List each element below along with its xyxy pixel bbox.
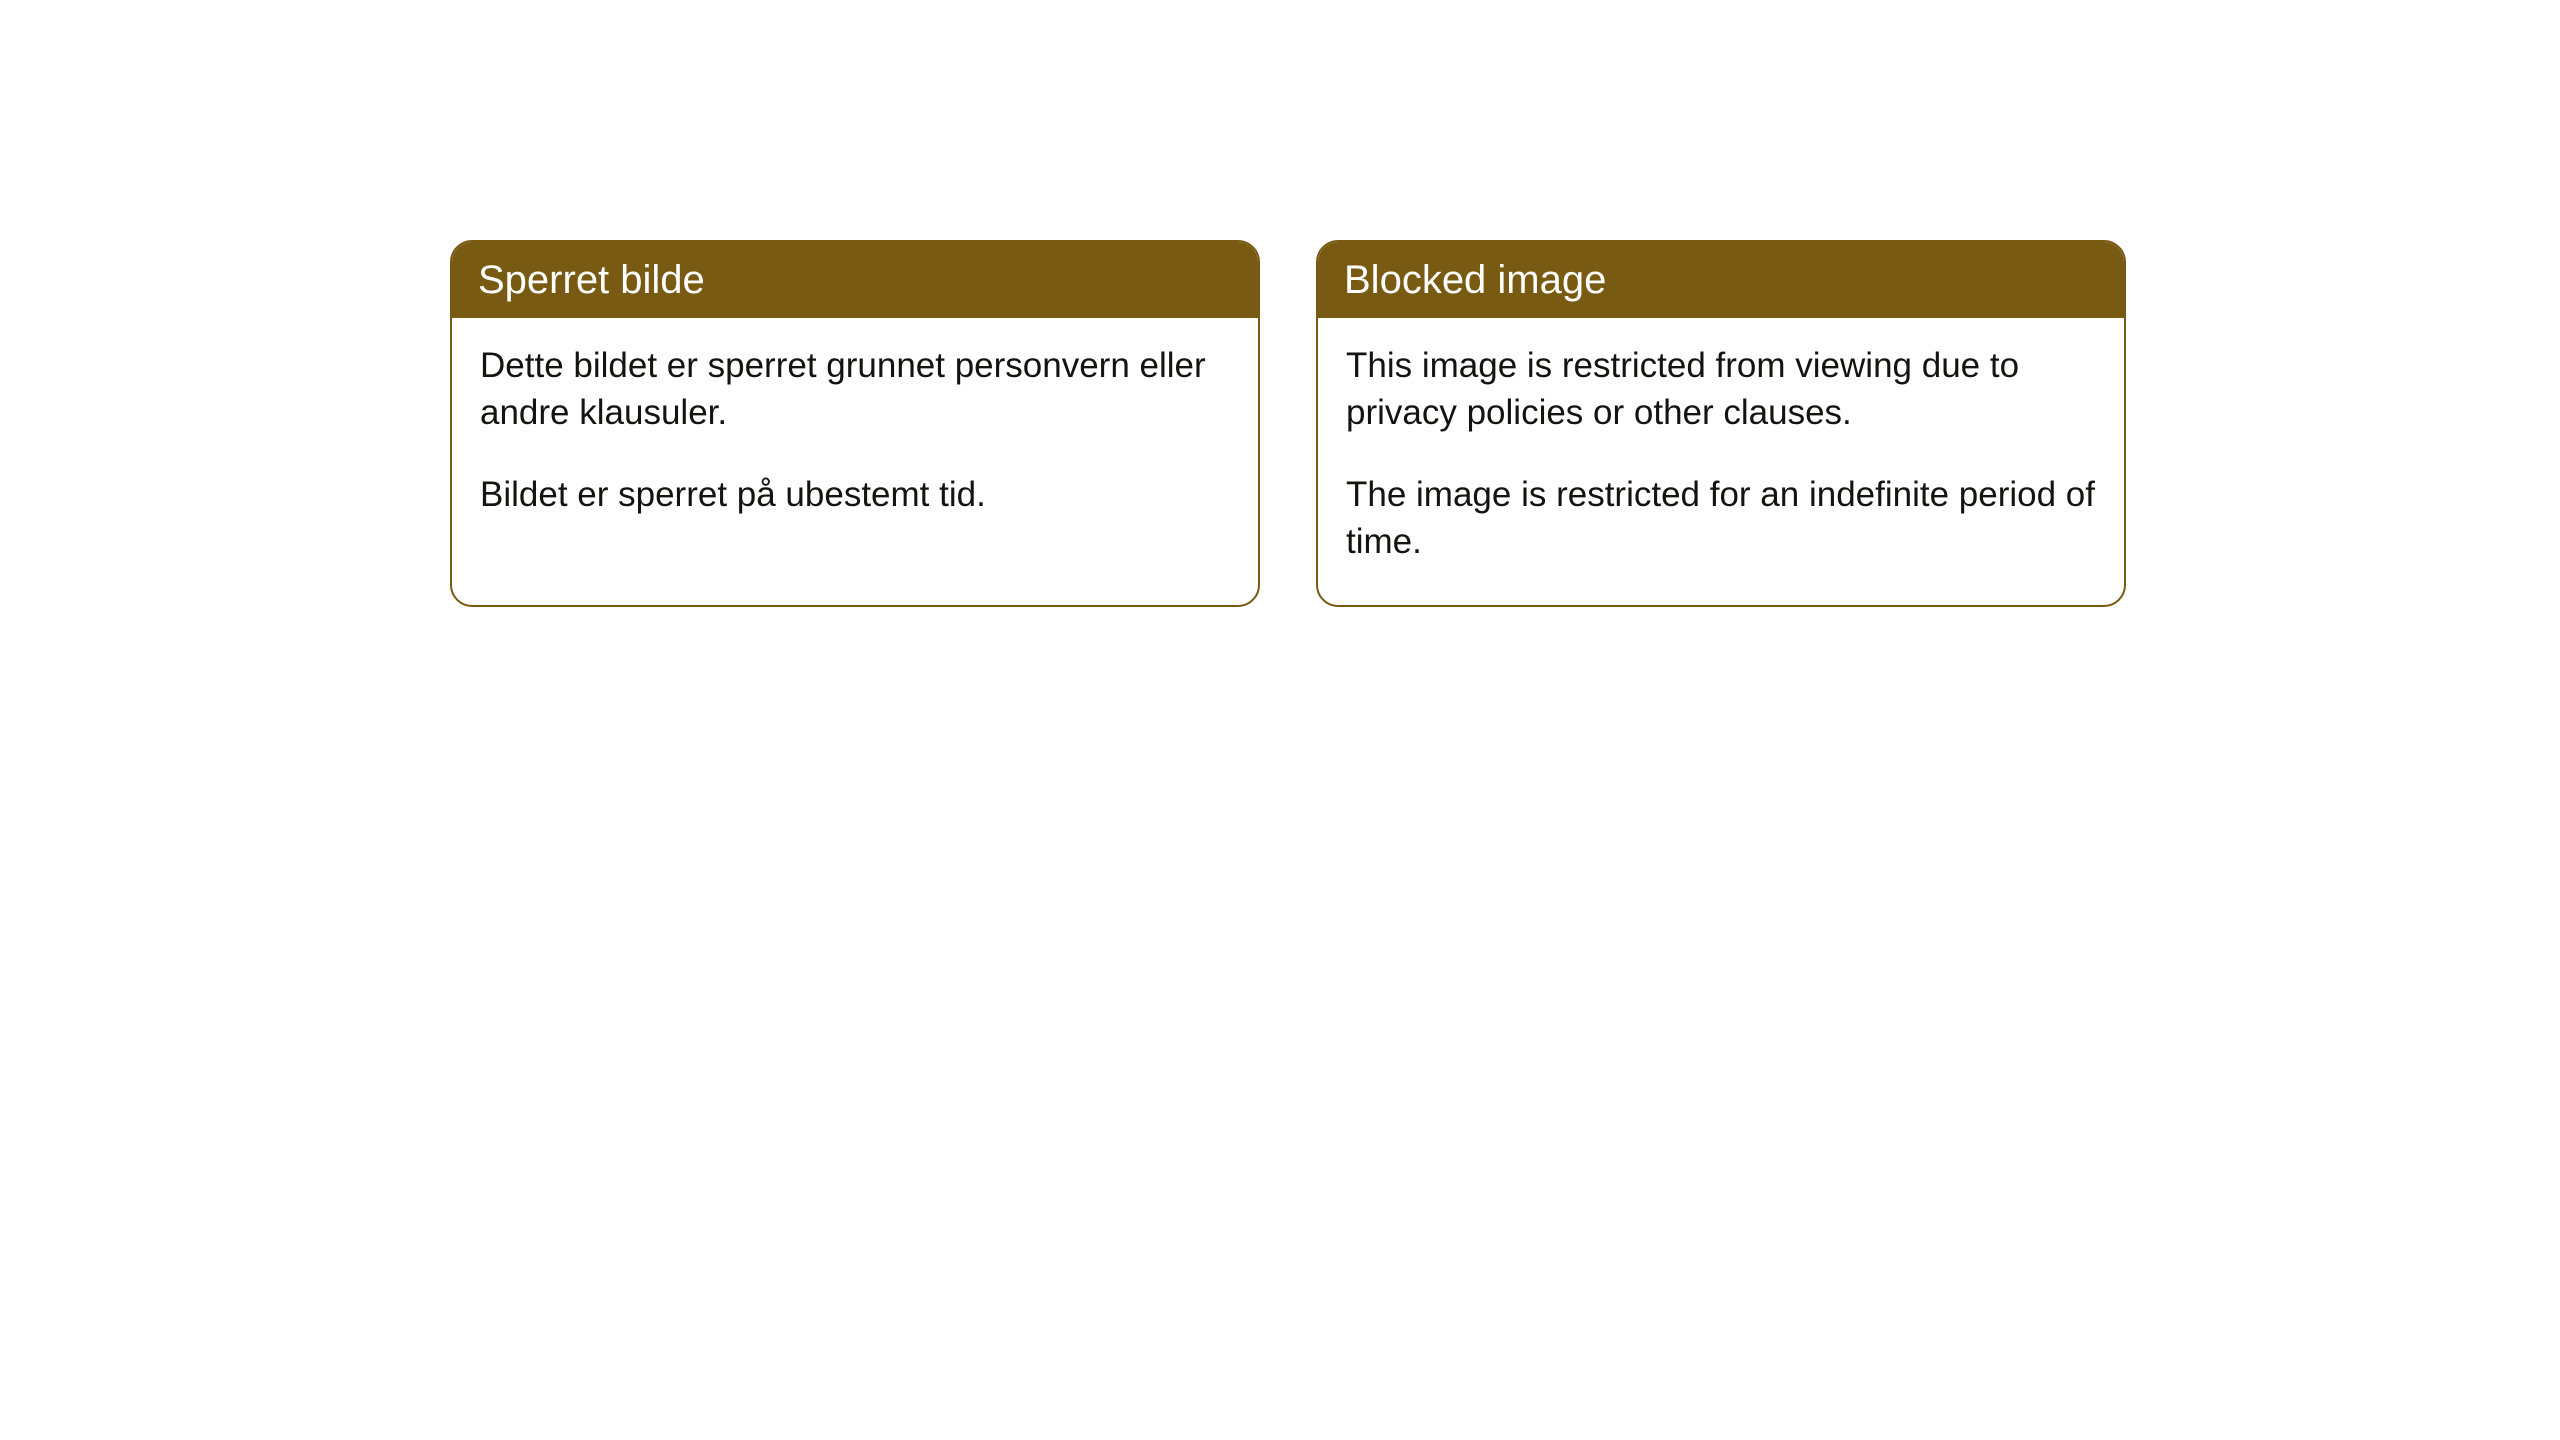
notice-card-english: Blocked image This image is restricted f… [1316, 240, 2126, 607]
card-body: This image is restricted from viewing du… [1318, 318, 2124, 605]
card-paragraph: The image is restricted for an indefinit… [1346, 471, 2096, 566]
card-paragraph: Dette bildet er sperret grunnet personve… [480, 342, 1230, 437]
card-body: Dette bildet er sperret grunnet personve… [452, 318, 1258, 558]
card-paragraph: Bildet er sperret på ubestemt tid. [480, 471, 1230, 518]
notice-cards-container: Sperret bilde Dette bildet er sperret gr… [450, 240, 2560, 607]
card-title: Blocked image [1344, 258, 1606, 302]
notice-card-norwegian: Sperret bilde Dette bildet er sperret gr… [450, 240, 1260, 607]
card-title: Sperret bilde [478, 258, 705, 302]
card-header: Blocked image [1318, 242, 2124, 318]
card-paragraph: This image is restricted from viewing du… [1346, 342, 2096, 437]
card-header: Sperret bilde [452, 242, 1258, 318]
